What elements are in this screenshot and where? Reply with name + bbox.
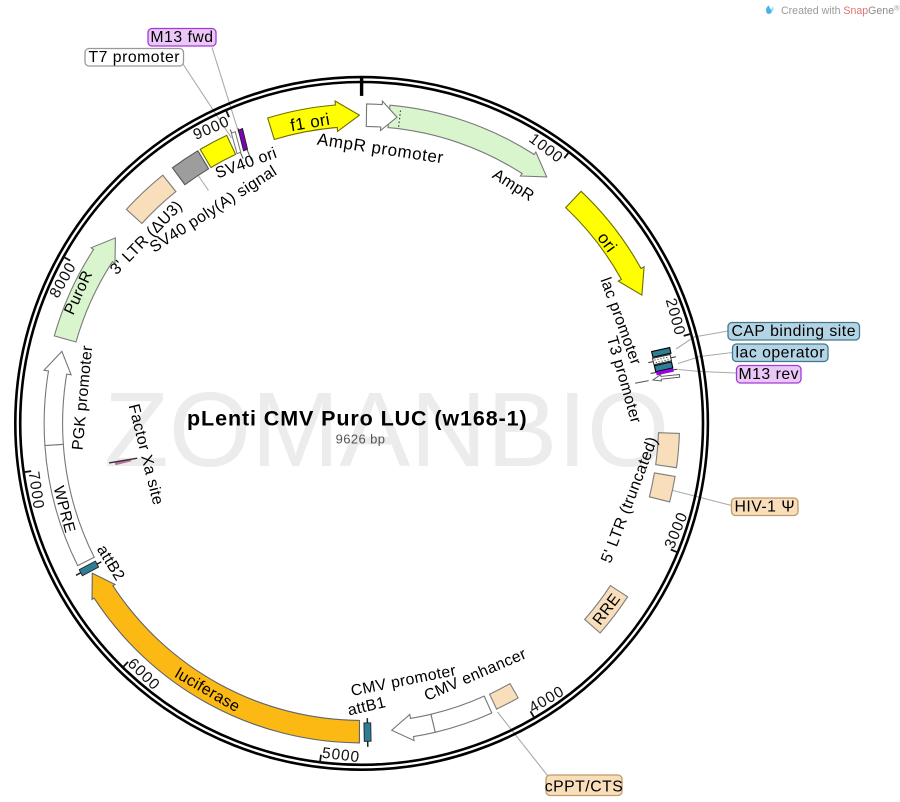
- svg-text:pLenti CMV Puro LUC (w168-1): pLenti CMV Puro LUC (w168-1): [187, 407, 528, 431]
- svg-text:9626 bp: 9626 bp: [336, 432, 386, 447]
- svg-text:HIV-1 Ψ: HIV-1 Ψ: [734, 499, 795, 516]
- svg-text:M13 rev: M13 rev: [738, 366, 799, 383]
- svg-text:lac operator: lac operator: [736, 345, 825, 362]
- svg-text:ZOMANBIO: ZOMANBIO: [104, 371, 669, 489]
- svg-text:cPPT/CTS: cPPT/CTS: [545, 779, 624, 796]
- svg-text:CAP binding site: CAP binding site: [731, 323, 856, 340]
- svg-text:7000: 7000: [25, 470, 47, 510]
- svg-text:Created with SnapGene®: Created with SnapGene®: [781, 3, 900, 16]
- svg-text:M13 fwd: M13 fwd: [150, 29, 213, 46]
- svg-text:T7 promoter: T7 promoter: [88, 49, 180, 66]
- svg-text:5000: 5000: [321, 745, 361, 767]
